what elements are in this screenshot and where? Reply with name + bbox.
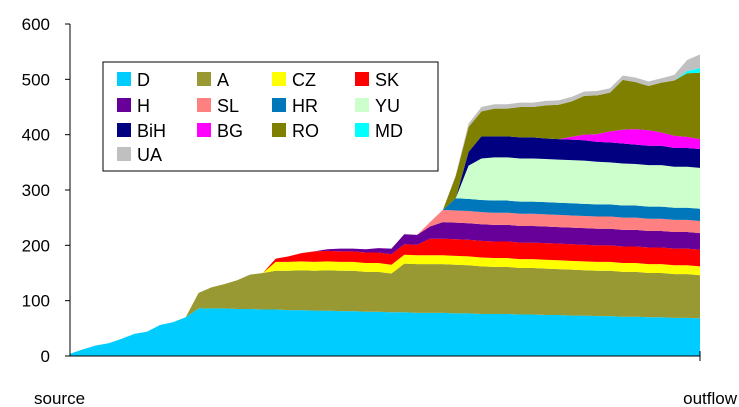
area-h	[70, 222, 700, 354]
legend-label-yu: YU	[375, 96, 400, 116]
legend: D A CZ SK H SL HR YU BiH BG RO MD UA	[102, 61, 439, 172]
legend-label-hr: HR	[292, 96, 318, 116]
legend-swatch-hr	[272, 98, 286, 112]
area-yu	[70, 157, 700, 354]
legend-label-sk: SK	[375, 70, 399, 90]
y-tick-label: 500	[22, 70, 50, 89]
legend-box	[102, 61, 439, 172]
legend-swatch-yu	[355, 98, 369, 112]
legend-swatch-md	[355, 123, 369, 137]
y-tick-label: 100	[22, 292, 50, 311]
y-tick-label: 400	[22, 126, 50, 145]
legend-label-sl: SL	[217, 96, 239, 116]
area-hr	[70, 198, 700, 354]
legend-label-bih: BiH	[137, 121, 166, 141]
area-a	[70, 263, 700, 354]
area-sl	[70, 209, 700, 354]
legend-swatch-bih	[117, 123, 131, 137]
legend-label-ro: RO	[292, 121, 319, 141]
legend-swatch-cz	[272, 72, 286, 86]
area-bih	[70, 136, 700, 354]
legend-label-cz: CZ	[292, 70, 316, 90]
legend-label-md: MD	[375, 121, 403, 141]
legend-swatch-ua	[117, 147, 131, 161]
legend-items: D A CZ SK H SL HR YU BiH BG RO MD UA	[117, 70, 403, 165]
area-d	[70, 308, 700, 356]
legend-label-a: A	[217, 70, 229, 90]
y-tick-label: 200	[22, 236, 50, 255]
area-sk	[70, 238, 700, 354]
y-tick-label: 300	[22, 181, 50, 200]
axes: 0 100 200 300 400 500 600	[22, 15, 701, 366]
legend-swatch-sl	[197, 98, 211, 112]
series-areas	[70, 54, 700, 356]
legend-label-bg: BG	[217, 121, 243, 141]
legend-swatch-d	[117, 72, 131, 86]
legend-label-d: D	[137, 70, 150, 90]
x-end-labels: source outflow	[34, 389, 738, 407]
x-label-right: outflow	[683, 389, 738, 407]
y-tick-label: 600	[22, 15, 50, 34]
legend-label-h: H	[137, 96, 150, 116]
legend-swatch-h	[117, 98, 131, 112]
y-tick-label: 0	[41, 347, 50, 366]
area-ro	[70, 72, 700, 354]
legend-swatch-a	[197, 72, 211, 86]
y-ticks: 0 100 200 300 400 500 600	[22, 15, 701, 366]
legend-swatch-ro	[272, 123, 286, 137]
legend-swatch-sk	[355, 72, 369, 86]
legend-swatch-bg	[197, 123, 211, 137]
x-label-left: source	[34, 389, 85, 407]
legend-label-ua: UA	[137, 145, 162, 165]
area-cz	[70, 254, 700, 354]
